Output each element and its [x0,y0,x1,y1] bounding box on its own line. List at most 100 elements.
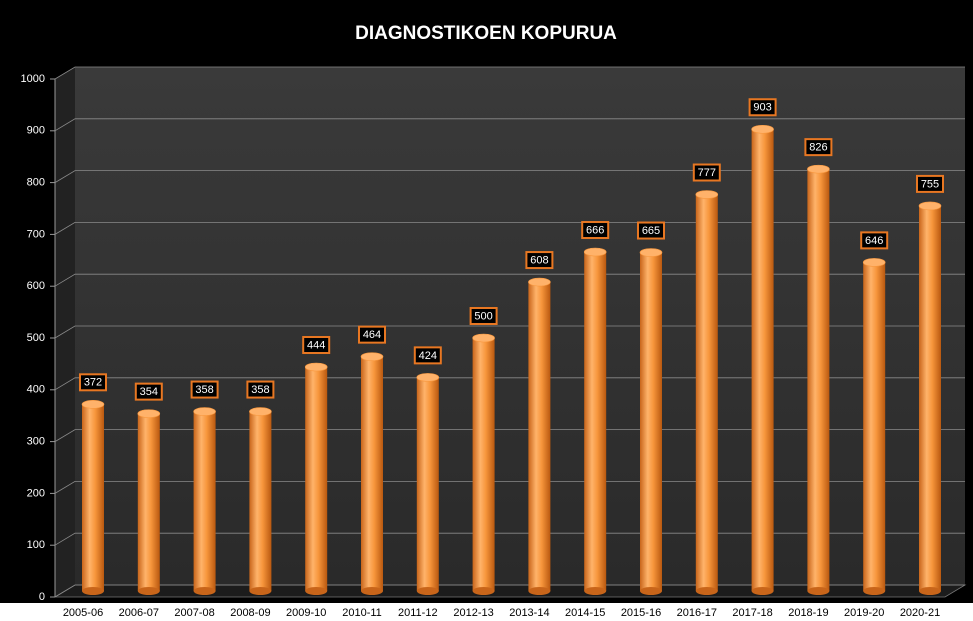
category-strip [0,603,973,621]
y-tick-label: 600 [27,280,45,292]
value-label-box [916,174,944,193]
x-tick-label: 2010-11 [342,607,382,619]
y-tick-label: 1000 [21,73,45,85]
grid-line [54,377,965,391]
grid-line [54,325,965,339]
x-tick-label: 2005-06 [63,607,103,619]
grid-line [54,118,965,132]
bar-top [695,190,719,199]
bar [863,262,886,591]
bar-top [360,352,384,361]
x-tick-label: 2020-21 [900,607,940,619]
grid-line [54,66,965,80]
bar-top [751,124,774,134]
value-label-box [413,346,442,365]
bar [695,194,718,591]
bar [193,411,216,591]
x-tick-label: 2012-13 [453,607,493,619]
value-label-box [358,325,386,344]
bar-base [249,587,272,595]
value-label: 464 [363,329,381,341]
bar-top [918,201,942,211]
bar [82,404,104,591]
x-tick-label: 2016-17 [677,607,717,619]
value-label-box [302,336,331,355]
value-label-box [581,221,610,240]
grid-line [54,429,965,442]
x-tick-label: 2008-09 [230,607,270,619]
bar-top [862,258,886,267]
bar [305,367,328,591]
bar-base [361,587,383,595]
value-label: 665 [642,225,660,237]
bar-top [416,373,440,382]
bar-top [528,277,551,287]
value-label: 372 [84,377,102,389]
x-tick-label: 2011-12 [398,607,438,619]
value-label-box [190,380,219,399]
bar [640,252,662,591]
value-label: 826 [809,142,827,154]
grid-line [54,532,965,546]
bar-base [528,587,551,595]
bar-base [416,587,439,595]
chart-title: DIAGNOSTIKOEN KOPURUA [355,23,617,44]
bar [472,338,495,591]
grid-line [54,170,965,183]
y-tick-label: 500 [27,332,45,344]
bar-top [304,362,328,372]
bar-base [695,587,718,595]
grid-line [54,221,965,235]
value-label: 777 [698,167,716,179]
bar-base [584,587,607,595]
value-label-box [637,221,665,240]
value-label-box [469,307,498,325]
bar [807,169,830,591]
bar [528,282,551,591]
value-label-box [246,380,275,399]
grid-line [54,480,965,494]
bar-base [472,587,495,595]
grid-line [54,584,965,598]
bar-base [807,587,830,595]
x-tick-label: 2013-14 [509,607,549,619]
bar-top [193,407,216,416]
bar-base [137,587,160,595]
value-label: 608 [530,254,548,266]
x-tick-label: 2019-20 [844,607,884,619]
value-label: 646 [865,235,883,247]
y-tick-label: 700 [27,228,45,240]
x-tick-label: 2015-16 [621,607,661,619]
bar-base [919,587,941,595]
value-label: 500 [474,310,492,322]
y-tick-label: 800 [27,177,45,189]
bar-top [639,248,663,257]
value-label: 358 [251,384,269,396]
value-label-box [692,163,721,182]
x-tick-label: 2006-07 [119,607,159,619]
bar-top [249,407,272,416]
x-tick-label: 2009-10 [286,607,326,619]
y-tick-label: 0 [39,591,45,603]
y-tick-label: 300 [27,436,45,448]
bar-top [137,409,161,418]
bar-top [81,400,105,409]
value-label-box [748,98,777,117]
value-label-box [860,231,889,250]
bar-base [193,587,216,595]
bar-top [583,247,607,257]
bar-base [305,587,328,595]
value-label-box [134,382,163,401]
value-label: 354 [140,386,158,398]
value-label: 666 [586,224,604,236]
value-label: 358 [195,384,213,396]
value-label: 424 [419,350,437,362]
bar [416,377,439,591]
grid-line [54,273,965,287]
value-label-box [79,373,107,392]
x-tick-label: 2007-08 [174,607,214,619]
bar-base [863,587,886,595]
bar [137,413,160,591]
bar-top [807,164,830,174]
